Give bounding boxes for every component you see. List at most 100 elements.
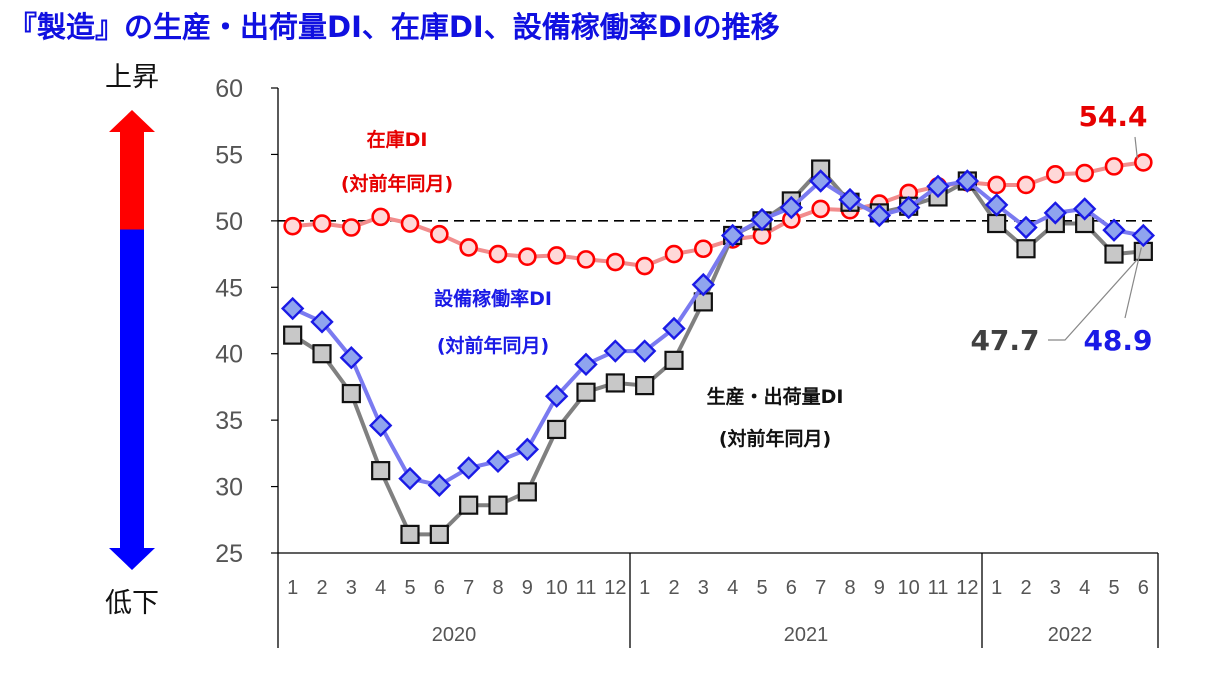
data-point xyxy=(926,174,950,199)
data-point xyxy=(1043,201,1068,225)
x-tick-label: 12 xyxy=(604,577,626,599)
y-tick-label: 60 xyxy=(215,75,243,103)
data-point xyxy=(635,376,655,396)
data-point xyxy=(341,383,361,404)
y-tick-label: 35 xyxy=(215,407,243,435)
data-point xyxy=(1131,223,1156,248)
x-tick-label: 11 xyxy=(576,577,597,599)
y-tick-label: 30 xyxy=(215,474,243,502)
leader-line xyxy=(1124,247,1142,319)
x-tick-label: 7 xyxy=(815,577,826,599)
leader-line xyxy=(1134,136,1138,159)
legend-equipment: 設備稼働率DI xyxy=(434,287,552,310)
x-tick-label: 5 xyxy=(1108,577,1119,599)
data-point xyxy=(280,296,305,321)
data-point xyxy=(1104,157,1124,176)
data-point xyxy=(398,466,422,491)
data-point xyxy=(896,195,921,220)
data-point xyxy=(547,419,567,440)
data-point xyxy=(1014,215,1038,240)
x-tick-label: 4 xyxy=(727,577,738,599)
x-tick-label: 8 xyxy=(492,577,503,599)
data-point xyxy=(576,250,596,269)
data-point xyxy=(1016,175,1036,195)
data-point xyxy=(1046,165,1065,184)
data-point xyxy=(429,524,449,545)
end-label-inventory: 54.4 xyxy=(1078,100,1147,133)
data-point xyxy=(984,193,1009,217)
x-tick-label: 9 xyxy=(522,577,533,599)
series-layer xyxy=(280,153,1156,545)
x-tick-label: 3 xyxy=(346,577,357,599)
x-tick-label: 10 xyxy=(898,577,920,599)
data-point xyxy=(371,207,390,227)
data-point xyxy=(517,482,537,502)
x-tick-label: 6 xyxy=(434,577,445,599)
data-point xyxy=(312,344,332,364)
data-point xyxy=(1102,218,1126,242)
data-point xyxy=(720,223,745,248)
series-circle xyxy=(283,153,1153,276)
x-tick-label: 12 xyxy=(956,577,978,599)
data-point xyxy=(371,461,391,481)
data-point xyxy=(459,495,479,515)
data-point xyxy=(342,218,361,237)
leader-line xyxy=(1048,259,1138,341)
data-point xyxy=(750,207,774,232)
data-point xyxy=(603,339,628,363)
series-diamond xyxy=(280,169,1156,497)
data-point xyxy=(1016,239,1036,259)
x-tick-label: 10 xyxy=(546,577,568,599)
data-point xyxy=(664,350,684,370)
data-point xyxy=(368,413,393,438)
data-point xyxy=(518,247,537,267)
data-point xyxy=(456,456,481,480)
data-point xyxy=(427,473,452,497)
data-point xyxy=(488,495,508,515)
data-point xyxy=(312,214,332,233)
x-tick-label: 8 xyxy=(844,577,855,599)
x-tick-label: 6 xyxy=(786,577,797,599)
data-point xyxy=(488,244,508,264)
x-tick-label: 2 xyxy=(1020,577,1031,599)
x-tick-label: 3 xyxy=(698,577,709,599)
x-tick-label: 5 xyxy=(756,577,767,599)
data-point xyxy=(400,214,420,233)
data-point xyxy=(310,310,334,334)
data-point xyxy=(574,352,598,377)
x-tick-label: 1 xyxy=(287,577,298,599)
data-point xyxy=(808,169,833,193)
data-point xyxy=(606,252,625,272)
x-tick-label: 1 xyxy=(991,577,1002,599)
legend-inventory-sub: (対前年同月) xyxy=(341,172,453,195)
data-point xyxy=(779,195,804,220)
x-tick-label: 4 xyxy=(375,577,386,599)
data-point xyxy=(987,175,1006,195)
legend-production-sub: (対前年同月) xyxy=(719,427,831,450)
data-point xyxy=(515,437,540,462)
arrow-bottom-label: 低下 xyxy=(105,588,159,619)
data-point xyxy=(811,199,830,219)
data-point xyxy=(691,272,716,297)
data-point xyxy=(283,325,303,345)
data-point xyxy=(544,384,569,408)
legend-inventory: 在庫DI xyxy=(367,128,428,151)
data-point xyxy=(283,216,302,236)
x-tick-label: 11 xyxy=(928,577,949,599)
x-tick-label: 7 xyxy=(463,577,474,599)
year-label: 2021 xyxy=(784,624,829,646)
x-tick-label: 2 xyxy=(668,577,679,599)
labels-layer: 在庫DI (対前年同月) 設備稼働率DI (対前年同月) 生産・出荷量DI (対前年同月)… xyxy=(341,100,1153,450)
data-point xyxy=(955,169,980,193)
y-tick-label: 25 xyxy=(215,540,243,568)
legend-equipment-sub: (対前年同月) xyxy=(437,334,549,357)
chart-title: 『製造』の生産・出荷量DI、在庫DI、設備稼働率DIの推移 xyxy=(8,10,780,44)
data-point xyxy=(459,238,478,257)
x-tick-label: 2 xyxy=(316,577,327,599)
y-tick-label: 55 xyxy=(215,141,243,169)
data-point xyxy=(694,239,713,259)
arrow-top-label: 上昇 xyxy=(105,62,159,93)
end-label-equipment: 48.9 xyxy=(1083,324,1152,357)
